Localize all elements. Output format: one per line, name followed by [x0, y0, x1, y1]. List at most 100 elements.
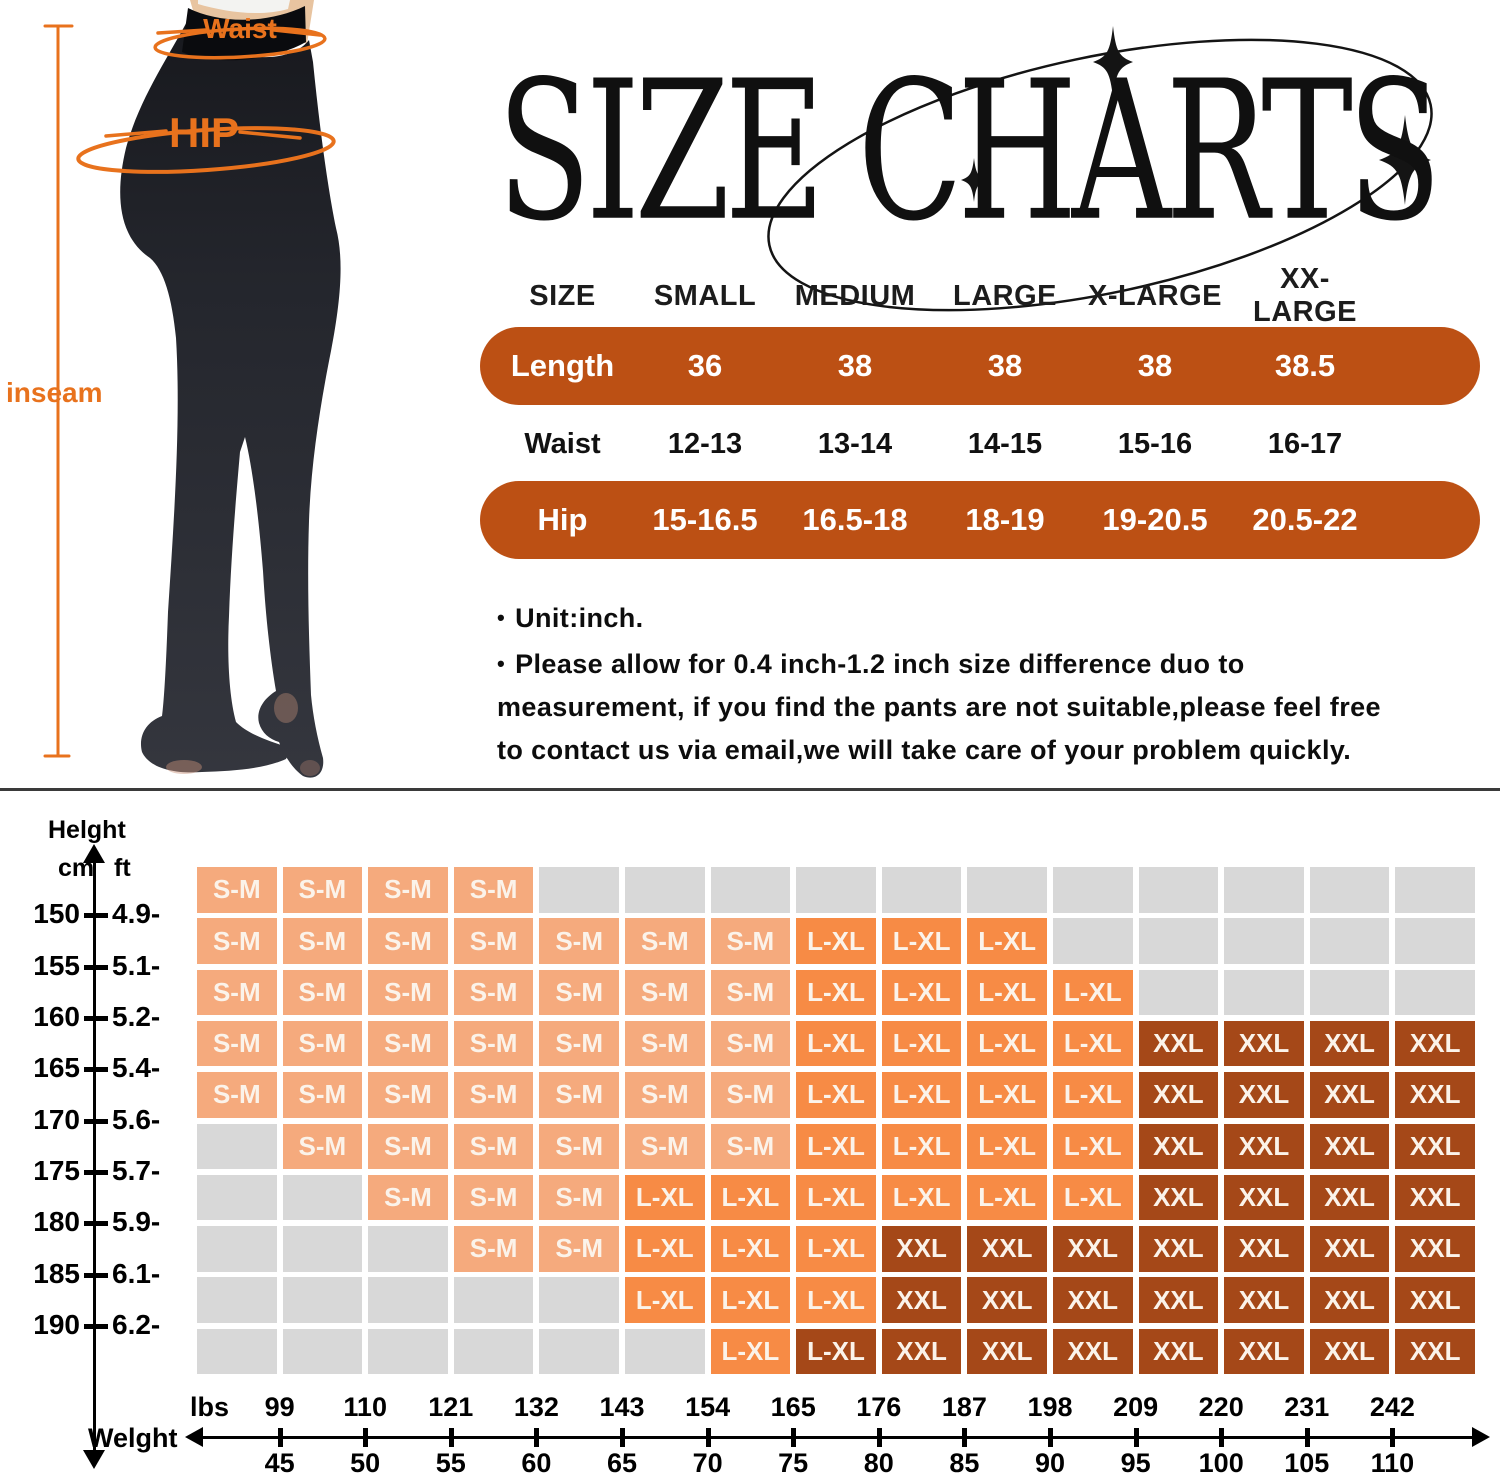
grid-cell-empty — [881, 867, 962, 913]
grid-cell-sm: S-M — [368, 1020, 448, 1067]
grid-cell-lxl: L-XL — [796, 1123, 876, 1170]
grid-cell-lxl: L-XL — [625, 1174, 705, 1221]
height-tick-label-ft: 6.2- — [112, 1308, 161, 1340]
grid-cell-sm: S-M — [710, 1072, 791, 1118]
grid-cell-sm: S-M — [282, 1072, 363, 1118]
note-disclaimer-text: Please allow for 0.4 inch-1.2 inch size … — [497, 649, 1381, 765]
height-weight-grid: S-M S-M S-M S-M S-M S-M S-M S-M S-M S-M S-M L-XL L-X… — [197, 867, 1478, 1377]
weight-axis-arrow-right-icon — [1472, 1427, 1490, 1447]
grid-cell-empty — [197, 1174, 277, 1221]
weight-tick-label-lbs: 187 — [941, 1392, 987, 1422]
weight-axis-arrow-left-icon — [185, 1427, 203, 1447]
grid-cell-sm: S-M — [453, 1020, 534, 1067]
grid-cell-sm: S-M — [453, 1072, 534, 1118]
grid-cell-empty — [625, 867, 705, 913]
grid-cell-sm: S-M — [282, 969, 363, 1016]
height-axis-line — [93, 856, 96, 1452]
grid-cell-lxl: L-XL — [881, 969, 962, 1016]
grid-cell-lxl: L-XL — [796, 1072, 876, 1118]
bullet-icon: • — [497, 651, 506, 676]
weight-tick-label-kg: 90 — [1034, 1448, 1066, 1477]
grid-cell-sm: S-M — [539, 1020, 619, 1067]
hip-callout-line-left — [104, 129, 168, 138]
weight-tick-mark — [1390, 1428, 1396, 1447]
hip-measure-ellipse — [76, 126, 336, 174]
grid-cell-empty — [1395, 969, 1475, 1016]
grid-cell-xxl: XXL — [1138, 1328, 1219, 1375]
grid-cell-sm: S-M — [539, 918, 619, 964]
weight-tick-label-kg: 55 — [435, 1448, 466, 1477]
grid-cell-sm: S-M — [197, 918, 277, 964]
grid-cell-lxl: L-XL — [796, 1277, 876, 1323]
grid-cell-xxl: XXL — [967, 1226, 1047, 1272]
weight-tick-label-lbs: 198 — [1027, 1392, 1073, 1422]
height-tick-label-ft: 6.1- — [112, 1257, 161, 1289]
grid-cell-xxl: XXL — [967, 1277, 1047, 1323]
grid-cell-empty — [796, 867, 876, 913]
grid-cell-xxl: XXL — [1395, 1226, 1475, 1272]
white-top-garment — [198, 0, 290, 14]
height-tick-label-cm: 165 — [33, 1052, 80, 1084]
grid-cell-lxl: L-XL — [796, 1174, 876, 1221]
size-value: 16.5-18 — [802, 502, 908, 537]
height-axis-arrow-down-icon — [83, 1450, 105, 1469]
grid-cell-empty — [1309, 918, 1390, 964]
grid-cell-empty — [282, 1174, 363, 1221]
grid-cell-xxl: XXL — [1309, 1328, 1390, 1375]
grid-cell-sm: S-M — [453, 1123, 534, 1170]
grid-cell-xxl: XXL — [1138, 1123, 1219, 1170]
grid-cell-empty — [625, 1328, 705, 1375]
height-tick-label-cm: 150 — [33, 898, 80, 930]
grid-cell-xxl: XXL — [1224, 1277, 1304, 1323]
section-divider — [0, 788, 1500, 791]
grid-cell-empty — [710, 867, 791, 913]
size-value: 12-13 — [667, 427, 743, 460]
height-tick-mark — [84, 1067, 108, 1073]
height-tick-label-cm: 180 — [33, 1206, 80, 1238]
weight-tick-label-lbs: 99 — [264, 1392, 295, 1422]
grid-cell-xxl: XXL — [1224, 1020, 1304, 1067]
grid-cell-empty — [368, 1226, 448, 1272]
grid-cell-xxl: XXL — [1224, 1174, 1304, 1221]
grid-cell-lxl: L-XL — [1053, 1072, 1133, 1118]
size-value: 14-15 — [967, 427, 1043, 460]
grid-cell-xxl: XXL — [1309, 1123, 1390, 1170]
grid-cell-lxl: L-XL — [881, 1123, 962, 1170]
front-heel-highlight — [166, 760, 202, 774]
height-tick-label-ft: 5.6- — [112, 1103, 161, 1135]
grid-cell-lxl: L-XL — [796, 969, 876, 1016]
height-tick-mark — [84, 913, 108, 919]
waist-callout-line-left — [156, 28, 208, 35]
weight-tick-label-kg: 85 — [949, 1448, 980, 1477]
weight-tick-mark — [1219, 1428, 1225, 1447]
row-label: Hip — [537, 502, 588, 537]
grid-cell-xxl: XXL — [881, 1328, 962, 1375]
height-tick-mark — [84, 1323, 108, 1329]
size-header-small: SMALL — [653, 279, 757, 312]
grid-cell-lxl: L-XL — [1053, 969, 1133, 1016]
grid-cell-empty — [282, 1226, 363, 1272]
grid-cell-sm: S-M — [197, 1020, 277, 1067]
row-label: Waist — [524, 427, 601, 460]
grid-cell-xxl: XXL — [1224, 1123, 1304, 1170]
weight-tick-label-kg: 60 — [521, 1448, 552, 1477]
row-label: Length — [510, 348, 615, 383]
size-column-header: SIZE — [529, 279, 596, 312]
grid-cell-xxl: XXL — [967, 1328, 1047, 1375]
grid-cell-xxl: XXL — [1309, 1226, 1390, 1272]
weight-tick-mark — [1048, 1428, 1053, 1447]
grid-cell-empty — [368, 1277, 448, 1323]
tights-figure: Waist HIP inseam — [6, 0, 341, 778]
height-tick-label-cm: 190 — [33, 1308, 80, 1340]
grid-cell-lxl: L-XL — [710, 1277, 791, 1323]
back-toe-highlight — [300, 760, 320, 776]
grid-cell-lxl: L-XL — [967, 918, 1047, 964]
grid-cell-xxl: XXL — [1395, 1020, 1475, 1067]
weight-tick-label-lbs: 110 — [343, 1392, 387, 1422]
size-value: 38 — [1137, 348, 1173, 383]
grid-cell-xxl: XXL — [1138, 1072, 1219, 1118]
weight-tick-label-kg: 50 — [350, 1448, 381, 1477]
grid-cell-sm: S-M — [453, 867, 534, 913]
grid-cell-empty — [1138, 969, 1219, 1016]
grid-cell-xxl: XXL — [1395, 1328, 1475, 1375]
